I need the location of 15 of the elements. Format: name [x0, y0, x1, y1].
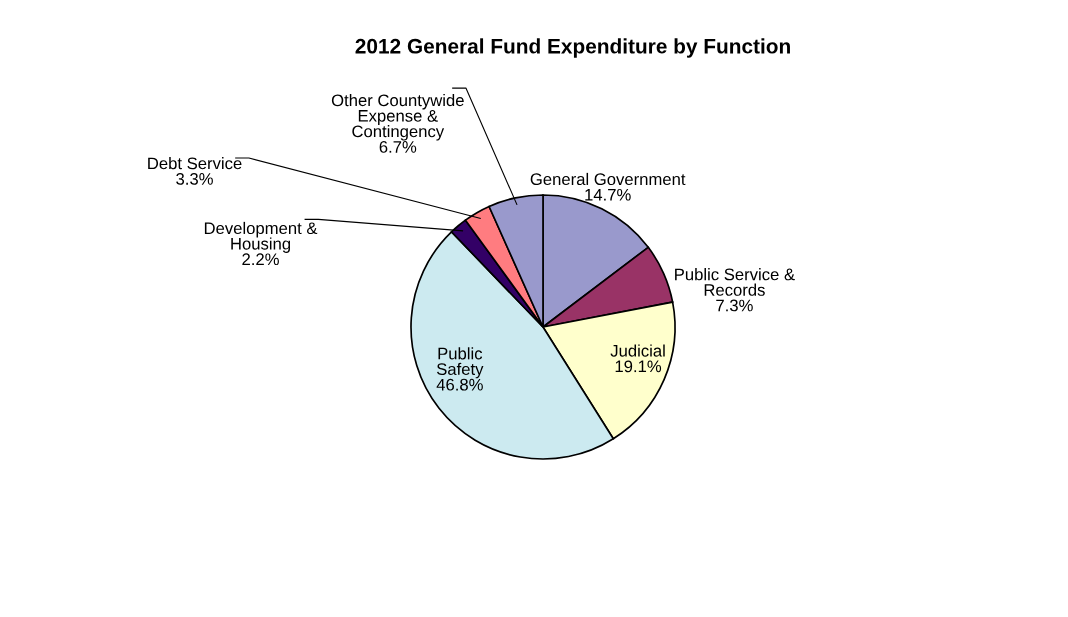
data-label: 6.7% [379, 141, 417, 153]
data-label: 2.2% [242, 253, 279, 266]
data-label: 14.7% [585, 188, 631, 201]
chart-title: 2012 General Fund Expenditure by Function [355, 38, 790, 58]
slice-label: Development & Housing [204, 221, 318, 253]
data-label: 7.3% [716, 299, 753, 312]
slice-label: Debt Service [148, 157, 242, 170]
data-label: 3.3% [176, 173, 213, 185]
slice-label: Judicial [610, 344, 665, 357]
slice-label: Public Safety [436, 347, 484, 379]
data-label: 19.1% [615, 360, 662, 373]
slice-label: Other Countywide Expense & Contingency [331, 93, 464, 141]
slice-label: Public Service & Records [675, 268, 795, 296]
data-label: 46.8% [436, 378, 483, 391]
slice-label: General Government [530, 172, 686, 186]
